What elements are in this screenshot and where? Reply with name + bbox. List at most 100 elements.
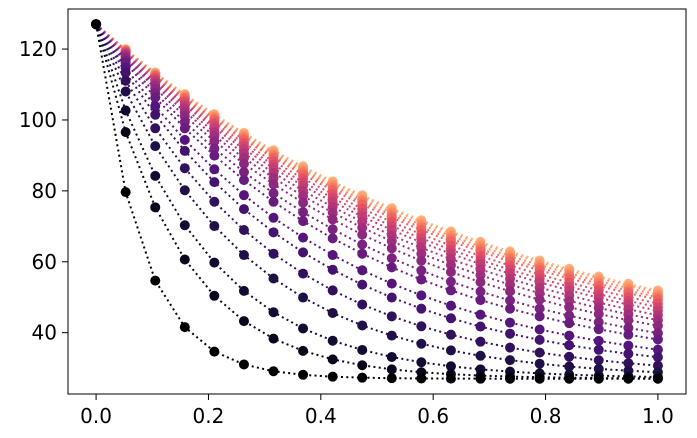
- series-11: [91, 19, 663, 326]
- series-9-point: [386, 253, 397, 264]
- series-7-point: [209, 164, 220, 175]
- series-10-point: [268, 179, 279, 190]
- x-tick-label: 1.0: [642, 404, 674, 428]
- series-13-line: [95, 23, 659, 312]
- series-3-point: [268, 307, 279, 318]
- series-4-point: [534, 358, 545, 369]
- series-1-point: [652, 373, 663, 384]
- series-13: [91, 19, 663, 316]
- series-9-point: [238, 167, 249, 178]
- series-4-point: [327, 307, 338, 318]
- series-20: [91, 19, 663, 296]
- series-9-point: [534, 303, 545, 314]
- series-4-point: [179, 185, 190, 196]
- series-11-point: [357, 222, 368, 233]
- series-7-point: [386, 278, 397, 289]
- series-10-line: [95, 23, 659, 327]
- series-4-point: [120, 86, 131, 97]
- series-1-point: [238, 359, 249, 370]
- series-2-point: [268, 333, 279, 344]
- series-7-point: [505, 317, 516, 328]
- x-tick-label: 0.8: [530, 404, 562, 428]
- series-1-point: [623, 373, 634, 384]
- x-tick-label: 0.2: [193, 404, 225, 428]
- series-4-point: [238, 250, 249, 261]
- series-10-point: [445, 266, 456, 277]
- series-10-point: [505, 286, 516, 297]
- series-11-point: [327, 207, 338, 218]
- series-6-point: [268, 227, 279, 238]
- series-6-point: [327, 264, 338, 275]
- series-7-point: [623, 340, 634, 351]
- series-9-point: [475, 286, 486, 297]
- series-10-point: [357, 229, 368, 240]
- series-1-point: [505, 373, 516, 384]
- series-10-point: [623, 315, 634, 326]
- series-11-point: [386, 236, 397, 247]
- series-5-point: [564, 351, 575, 362]
- series-1-point: [593, 373, 604, 384]
- series-7-point: [475, 309, 486, 320]
- series-1-point: [209, 346, 220, 357]
- series-3-point: [179, 220, 190, 231]
- series-7-point: [150, 101, 161, 112]
- series-1-point: [534, 373, 545, 384]
- series-10-point: [209, 136, 220, 147]
- series-7: [91, 19, 663, 355]
- series-8-point: [534, 311, 545, 322]
- series-10: [91, 19, 663, 331]
- y-tick-label: 40: [32, 321, 57, 345]
- series-17-line: [95, 23, 659, 299]
- series-4-point: [564, 361, 575, 372]
- series-8-point: [268, 196, 279, 207]
- series-7-point: [564, 330, 575, 341]
- series-3-point: [120, 105, 131, 116]
- series-9-point: [593, 317, 604, 328]
- series-12: [91, 19, 663, 321]
- series-1-point: [386, 373, 397, 384]
- series-2-point: [327, 354, 338, 365]
- series-9-point: [445, 276, 456, 287]
- series-9-line: [95, 23, 659, 335]
- series-4-point: [209, 221, 220, 232]
- series-10-point: [327, 214, 338, 225]
- series-15: [91, 19, 663, 309]
- series-8-point: [209, 150, 220, 161]
- series-7-point: [445, 300, 456, 311]
- series-9-point: [209, 143, 220, 154]
- series-9-point: [505, 295, 516, 306]
- series-8-point: [386, 262, 397, 273]
- series-9-point: [268, 188, 279, 199]
- series-2-point: [386, 364, 397, 375]
- series-16: [91, 19, 663, 305]
- series-5-point: [623, 358, 634, 369]
- series-10-point: [386, 243, 397, 254]
- series-9-point: [327, 224, 338, 235]
- series-1-point: [416, 373, 427, 384]
- series-6-point: [564, 340, 575, 351]
- x-tick-label: 0.6: [417, 404, 449, 428]
- series-1-point: [179, 322, 190, 333]
- series-1-point: [150, 275, 161, 286]
- series-2-point: [120, 127, 131, 138]
- series-5-point: [475, 336, 486, 347]
- series-7-point: [298, 232, 309, 243]
- series-layer: [91, 19, 663, 384]
- series-8-point: [593, 324, 604, 335]
- y-tick-label: 100: [19, 108, 57, 132]
- series-6-point: [416, 303, 427, 314]
- series-10-point: [564, 302, 575, 313]
- series-8-point: [652, 334, 663, 345]
- series-6-point: [179, 145, 190, 156]
- series-4-line: [95, 23, 658, 374]
- series-6: [91, 19, 663, 363]
- series-9-point: [357, 239, 368, 250]
- series-3-point: [298, 323, 309, 334]
- series-7-line: [95, 23, 659, 351]
- series-1-point: [268, 366, 279, 377]
- series-3-point: [150, 170, 161, 181]
- series-6-point: [505, 328, 516, 339]
- series-5-point: [505, 342, 516, 353]
- series-6-point: [445, 313, 456, 324]
